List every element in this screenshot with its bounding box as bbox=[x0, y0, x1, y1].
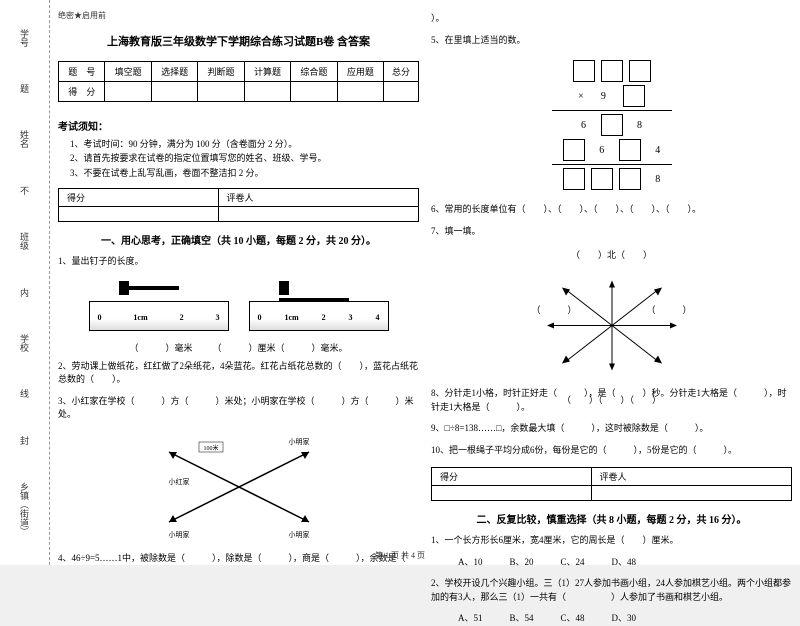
td-3[interactable] bbox=[198, 82, 244, 102]
compass-left[interactable]: （ ） bbox=[532, 303, 577, 316]
th-5: 综合题 bbox=[291, 62, 337, 82]
margin-label-3: 班级 bbox=[18, 232, 31, 250]
td-0: 得 分 bbox=[59, 82, 105, 102]
table-row: 题 号 填空题 选择题 判断题 计算题 综合题 应用题 总分 bbox=[59, 62, 419, 82]
ruler-2: 0 1cm 2 3 4 bbox=[249, 281, 389, 331]
eval-c1: 得分 bbox=[59, 189, 219, 207]
margin-label-1: 乡镇（街道） bbox=[18, 482, 31, 536]
td-7[interactable] bbox=[384, 82, 419, 102]
q5: 5、在里填上适当的数。 bbox=[431, 34, 792, 48]
ruler-1: 0 1cm 2 3 bbox=[89, 281, 229, 331]
th-1: 填空题 bbox=[105, 62, 151, 82]
margin-label-5: 学号 bbox=[18, 29, 31, 47]
exam-title: 上海教育版三年级数学下学期综合练习试题B卷 含答案 bbox=[58, 33, 419, 49]
margin-mark-2: 内 bbox=[18, 288, 31, 297]
right-column: ）。 5、在里填上适当的数。 × 9 6 8 6 4 8 6、常用的长度单位有（… bbox=[431, 10, 792, 555]
margin-mark-1: 不 bbox=[18, 186, 31, 195]
digit-box[interactable] bbox=[563, 168, 585, 190]
page-footer: 第 1 页 共 4 页 bbox=[0, 550, 800, 561]
nail-icon bbox=[119, 281, 179, 299]
section2-title: 二、反复比较，慎重选择（共 8 小题，每题 2 分，共 16 分）。 bbox=[431, 511, 792, 526]
binding-margin: 学号 题 姓名 不 班级 内 学校 线 封 乡镇（街道） bbox=[0, 0, 50, 565]
q1: 1、量出钉子的长度。 bbox=[58, 255, 419, 269]
multiplication-diagram: × 9 6 8 6 4 8 bbox=[431, 57, 792, 193]
td-4[interactable] bbox=[244, 82, 290, 102]
svg-text:小明家: 小明家 bbox=[288, 530, 309, 539]
s2-q1: 1、一个长方形长6厘米，宽4厘米，它的周长是（ ）厘米。 bbox=[431, 534, 792, 548]
left-column: 绝密★启用前 上海教育版三年级数学下学期综合练习试题B卷 含答案 题 号 填空题… bbox=[58, 10, 419, 555]
margin-mark-0: 题 bbox=[18, 84, 31, 93]
td-5[interactable] bbox=[291, 82, 337, 102]
q3: 3、小红家在学校（ ）方（ ）米处；小明家在学校（ ）方（ ）米处。 bbox=[58, 395, 419, 422]
notice-head: 考试须知： bbox=[58, 118, 419, 133]
compass-right[interactable]: （ ） bbox=[646, 303, 691, 316]
digit-box[interactable] bbox=[629, 60, 651, 82]
td-1[interactable] bbox=[105, 82, 151, 102]
section1-title: 一、用心思考，正确填空（共 10 小题，每题 2 分，共 20 分）。 bbox=[58, 232, 419, 247]
divider bbox=[552, 164, 672, 165]
digit-box[interactable] bbox=[619, 168, 641, 190]
cross-diagram: 100米 小红家 小明家 小明家 小明家 bbox=[149, 432, 329, 542]
nail-icon bbox=[279, 281, 339, 299]
s2-q2-opts: A、51 B、54 C、48 D、30 bbox=[431, 612, 792, 626]
compass-diagram: （ ）北（ ） （ ） （ ） bbox=[532, 248, 692, 377]
margin-label-4: 姓名 bbox=[18, 130, 31, 148]
eval-table-2: 得分评卷人 bbox=[431, 467, 792, 501]
notice-1: 1、考试时间：90 分钟，满分为 100 分（含卷面分 2 分）。 bbox=[70, 137, 419, 151]
digit-box[interactable] bbox=[601, 114, 623, 136]
svg-text:小明家: 小明家 bbox=[168, 530, 189, 539]
ruler-diagram: 0 1cm 2 3 0 1cm 2 3 bbox=[58, 281, 419, 331]
th-6: 应用题 bbox=[337, 62, 383, 82]
eval-c2: 评卷人 bbox=[218, 189, 419, 207]
table-row: 得 分 bbox=[59, 82, 419, 102]
eval-table: 得分评卷人 bbox=[58, 188, 419, 222]
mult-9: 9 bbox=[601, 91, 606, 102]
td-6[interactable] bbox=[337, 82, 383, 102]
secret-label: 绝密★启用前 bbox=[58, 10, 419, 21]
q6: 6、常用的长度单位有（ ）、（ ）、（ ）、（ ）、（ ）。 bbox=[431, 203, 792, 217]
digit-box[interactable] bbox=[591, 168, 613, 190]
score-table: 题 号 填空题 选择题 判断题 计算题 综合题 应用题 总分 得 分 bbox=[58, 61, 419, 102]
td-2[interactable] bbox=[151, 82, 197, 102]
notice-list: 1、考试时间：90 分钟，满分为 100 分（含卷面分 2 分）。 2、请首先按… bbox=[58, 137, 419, 180]
svg-text:小红家: 小红家 bbox=[168, 477, 189, 486]
th-7: 总分 bbox=[384, 62, 419, 82]
ruler-blanks: （ ）毫米 （ ）厘米（ ）毫米。 bbox=[58, 341, 419, 354]
s2-q2: 2、学校开设几个兴趣小组。三（1）27人参加书画小组，24人参加棋艺小组。两个小… bbox=[431, 577, 792, 604]
digit-box[interactable] bbox=[573, 60, 595, 82]
th-4: 计算题 bbox=[244, 62, 290, 82]
divider bbox=[552, 110, 672, 111]
digit-box[interactable] bbox=[619, 139, 641, 161]
q2: 2、劳动课上做纸花，红红做了2朵纸花，4朵蓝花。红花占纸花总数的（ ），蓝花占纸… bbox=[58, 360, 419, 387]
th-0: 题 号 bbox=[59, 62, 105, 82]
q9: 9、□÷8=138……□，余数最大填（ ），这时被除数是（ ）。 bbox=[431, 422, 792, 436]
svg-text:小明家: 小明家 bbox=[288, 437, 309, 446]
margin-mark-3: 线 bbox=[18, 389, 31, 398]
content-area: 绝密★启用前 上海教育版三年级数学下学期综合练习试题B卷 含答案 题 号 填空题… bbox=[50, 0, 800, 565]
margin-mark-4: 封 bbox=[18, 436, 31, 445]
ruler1-blank[interactable]: （ ）毫米 bbox=[129, 341, 192, 354]
digit-box[interactable] bbox=[601, 60, 623, 82]
compass-bottom[interactable]: （ ）（ ）（ ） bbox=[532, 393, 692, 406]
digit-box[interactable] bbox=[623, 85, 645, 107]
notice-2: 2、请首先按要求在试卷的指定位置填写您的姓名、班级、学号。 bbox=[70, 151, 419, 165]
q7: 7、填一填。 bbox=[431, 225, 792, 239]
th-2: 选择题 bbox=[151, 62, 197, 82]
notice-3: 3、不要在试卷上乱写乱画，卷面不整洁扣 2 分。 bbox=[70, 166, 419, 180]
exam-page: 学号 题 姓名 不 班级 内 学校 线 封 乡镇（街道） 绝密★启用前 上海教育… bbox=[0, 0, 800, 565]
ruler2-blank[interactable]: （ ）厘米（ ）毫米。 bbox=[213, 341, 348, 354]
margin-label-2: 学校 bbox=[18, 334, 31, 352]
digit-box[interactable] bbox=[563, 139, 585, 161]
compass-top[interactable]: （ ）北（ ） bbox=[532, 248, 692, 261]
q4-end: ）。 bbox=[431, 12, 792, 26]
q10: 10、把一根绳子平均分成6份，每份是它的（ ），5份是它的（ ）。 bbox=[431, 444, 792, 458]
th-3: 判断题 bbox=[198, 62, 244, 82]
mult-symbol: × bbox=[578, 91, 584, 102]
dist-label: 100米 bbox=[203, 444, 218, 452]
